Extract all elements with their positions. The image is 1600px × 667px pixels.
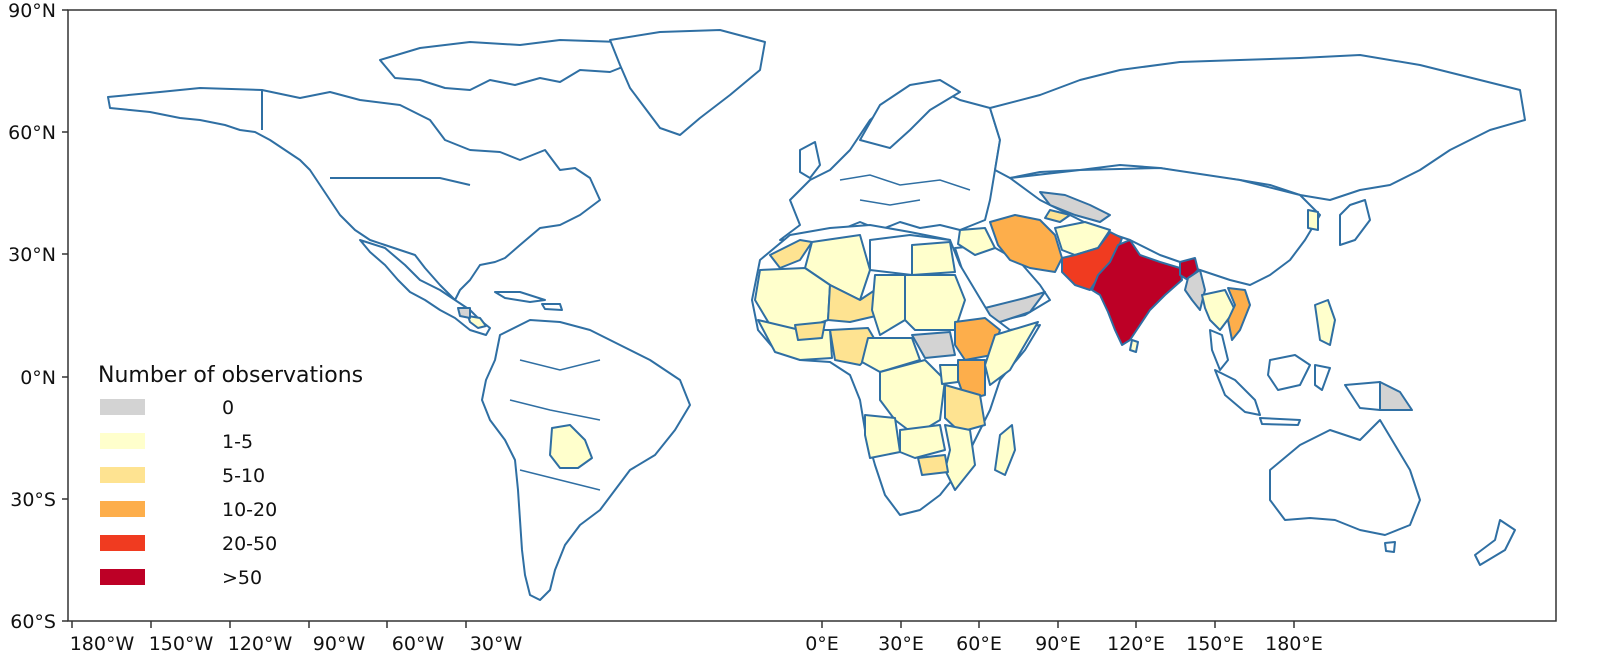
y-tick-label: 30°S xyxy=(10,489,56,511)
country-morocco xyxy=(769,239,813,269)
x-tick-label: 60°E xyxy=(956,633,1002,655)
x-tick-label: 30°E xyxy=(878,633,924,655)
country-cuba xyxy=(494,291,546,303)
country-iraq xyxy=(957,227,996,256)
country-korea xyxy=(1307,209,1319,231)
country-new-zealand xyxy=(1474,519,1516,566)
country-burkina-faso xyxy=(794,321,826,341)
y-tick-label: 30°N xyxy=(8,244,56,266)
country-honduras xyxy=(467,315,487,329)
country-australia xyxy=(1269,419,1421,536)
x-tick-label: 30°W xyxy=(470,633,523,655)
country-japan xyxy=(1339,199,1371,246)
legend-swatch xyxy=(100,467,145,483)
country-myanmar xyxy=(1184,269,1206,311)
x-tick-label: 120°E xyxy=(1107,633,1165,655)
country-bolivia xyxy=(549,424,593,469)
country-north-america xyxy=(107,87,601,301)
legend-swatch xyxy=(100,535,145,551)
y-axis: 90°N 60°N 30°N 0°N 30°S 60°S xyxy=(8,0,68,633)
country-laos-thailand xyxy=(1201,289,1236,331)
x-tick-label: 90°W xyxy=(313,633,366,655)
y-tick-label: 0°N xyxy=(20,367,56,389)
legend-swatch xyxy=(100,569,145,585)
x-tick-label: 180°E xyxy=(1265,633,1323,655)
country-sulawesi xyxy=(1314,364,1331,391)
country-philippines xyxy=(1314,299,1336,346)
country-uganda xyxy=(939,364,959,385)
country-greenland xyxy=(609,29,766,136)
country-malawi-mozambique xyxy=(944,424,976,491)
x-tick-label: 150°W xyxy=(149,633,214,655)
x-tick-label: 120°W xyxy=(228,633,293,655)
country-tasmania xyxy=(1384,541,1396,553)
legend-label: 0 xyxy=(222,397,234,419)
x-axis: 180°W 150°W 120°W 90°W 60°W 30°W 0°E 30°… xyxy=(70,621,1323,655)
x-tick-label: 0°E xyxy=(805,633,839,655)
plot-frame xyxy=(67,9,1557,622)
legend-swatch xyxy=(100,433,145,449)
country-egypt xyxy=(911,241,956,276)
legend-title: Number of observations xyxy=(98,363,363,388)
country-hispaniola xyxy=(541,303,563,311)
country-south-sudan xyxy=(911,331,956,359)
country-vietnam xyxy=(1227,287,1251,341)
country-kazakhstan-central-asia xyxy=(1039,191,1111,223)
country-chad xyxy=(871,274,906,336)
legend-label: 10-20 xyxy=(222,499,277,521)
x-tick-label: 180°W xyxy=(70,633,135,655)
country-india xyxy=(1091,239,1183,346)
legend: Number of observations 0 1-5 5-10 10-20 … xyxy=(98,363,363,589)
country-guatemala xyxy=(457,307,471,319)
country-zambia xyxy=(899,424,946,459)
y-tick-label: 60°N xyxy=(8,122,56,144)
x-tick-label: 150°E xyxy=(1186,633,1244,655)
country-madagascar xyxy=(994,424,1016,476)
country-tanzania xyxy=(944,384,986,433)
country-sri-lanka xyxy=(1129,339,1139,353)
legend-label: >50 xyxy=(222,567,262,589)
country-scandinavia xyxy=(859,79,961,149)
legend-swatch xyxy=(100,501,145,517)
legend-label: 20-50 xyxy=(222,533,277,555)
legend-label: 1-5 xyxy=(222,431,253,453)
country-zimbabwe xyxy=(917,454,949,476)
map-countries xyxy=(107,29,1526,601)
country-uk xyxy=(799,141,821,179)
country-iran xyxy=(989,214,1063,273)
country-uzbekistan xyxy=(1044,209,1071,223)
x-tick-label: 90°E xyxy=(1035,633,1081,655)
country-java xyxy=(1259,417,1301,426)
country-mexico-central-america xyxy=(359,239,491,336)
country-sumatra xyxy=(1214,369,1261,416)
y-tick-label: 60°S xyxy=(10,611,56,633)
y-tick-label: 90°N xyxy=(8,0,56,22)
country-new-guinea-west xyxy=(1344,381,1381,411)
country-somalia xyxy=(984,321,1039,386)
country-angola xyxy=(864,414,901,459)
country-malay-peninsula xyxy=(1209,329,1229,371)
legend-label: 5-10 xyxy=(222,465,265,487)
country-borneo xyxy=(1267,354,1311,391)
country-papua-new-guinea xyxy=(1379,381,1413,411)
x-tick-label: 60°W xyxy=(392,633,445,655)
legend-swatch xyxy=(100,399,145,415)
